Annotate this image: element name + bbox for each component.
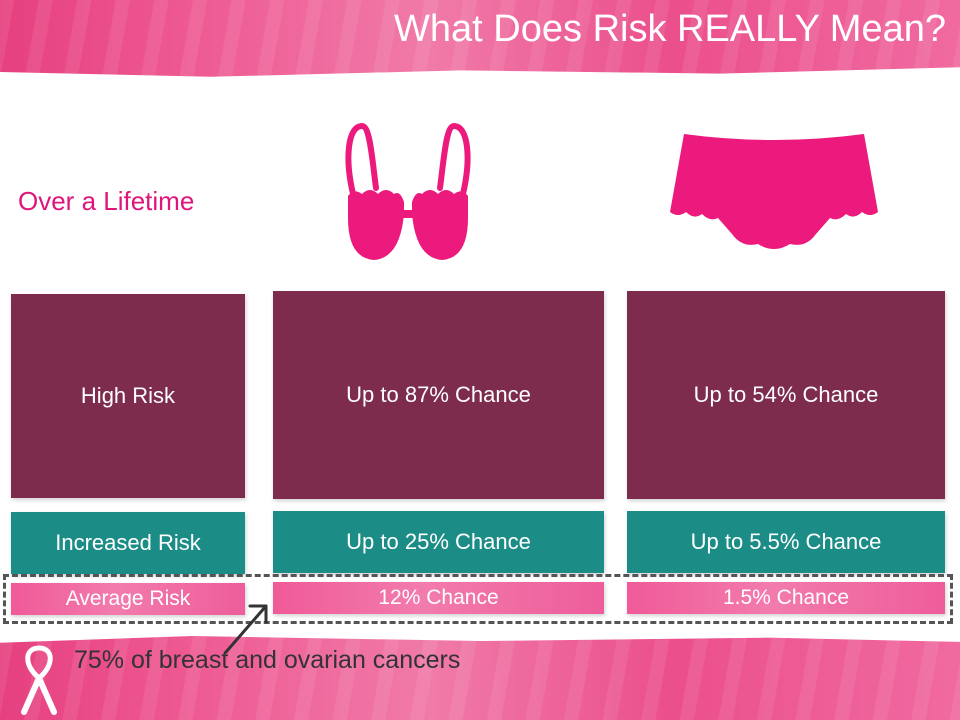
footnote: 75% of breast and ovarian cancers — [74, 646, 461, 674]
panty-icon — [670, 134, 878, 249]
arrow-icon — [224, 604, 268, 654]
pink-ribbon-icon — [21, 645, 57, 715]
title-banner — [0, 0, 960, 77]
breast-increased-risk: Up to 25% Chance — [273, 511, 604, 573]
ovarian-high-risk: Up to 54% Chance — [627, 291, 945, 499]
ovarian-increased-risk: Up to 5.5% Chance — [627, 511, 945, 573]
slide-title: What Does Risk REALLY Mean? — [394, 8, 946, 50]
average-risk-highlight — [3, 574, 953, 624]
label-average-risk: Average Risk — [11, 583, 245, 615]
subtitle: Over a Lifetime — [18, 186, 195, 216]
label-high-risk: High Risk — [11, 294, 245, 498]
breast-high-risk: Up to 87% Chance — [273, 291, 604, 499]
bra-icon — [345, 122, 471, 260]
ovarian-average-risk: 1.5% Chance — [627, 582, 945, 614]
footer-banner — [0, 636, 960, 720]
breast-average-risk: 12% Chance — [273, 582, 604, 614]
label-increased-risk: Increased Risk — [11, 512, 245, 574]
